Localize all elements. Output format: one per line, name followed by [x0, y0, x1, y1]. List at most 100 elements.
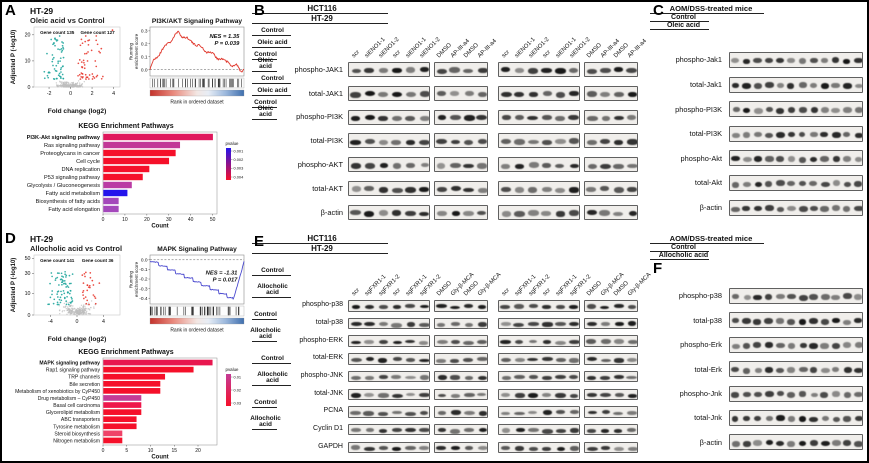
svg-text:Gene count 36: Gene count 36: [82, 258, 114, 263]
svg-text:0: 0: [76, 319, 79, 325]
protein-band: [364, 114, 376, 121]
protein-band: [843, 366, 852, 373]
svg-text:-0.1: -0.1: [139, 267, 148, 273]
svg-text:Nitrogen metabolism: Nitrogen metabolism: [53, 438, 100, 444]
svg-text:DNA replication: DNA replication: [61, 167, 100, 173]
blot-strip: [348, 133, 430, 149]
blot-strip: [498, 85, 580, 101]
protein-band: [556, 358, 566, 363]
blot-strip: [584, 85, 638, 101]
protein-band: [854, 293, 862, 300]
protein-band: [627, 393, 637, 398]
protein-band: [731, 416, 739, 422]
protein-band: [391, 115, 403, 121]
protein-band: [392, 340, 402, 345]
svg-text:Fold change (log2): Fold change (log2): [48, 108, 107, 115]
protein-band: [379, 162, 389, 168]
protein-band: [787, 83, 795, 90]
svg-text:pvalue: pvalue: [226, 367, 239, 372]
protein-band: [786, 206, 796, 212]
protein-band: [464, 376, 474, 381]
protein-band: [832, 416, 840, 423]
protein-band: [392, 357, 403, 362]
svg-text:Cell cycle: Cell cycle: [76, 159, 100, 165]
protein-band: [776, 180, 785, 187]
blot-strip: [729, 336, 863, 353]
protein-band: [514, 445, 524, 451]
blot-row-label: total-Jak1: [689, 79, 722, 89]
protein-band: [500, 322, 511, 326]
protein-band: [614, 304, 624, 309]
blot-strip: [348, 406, 430, 418]
protein-band: [753, 131, 762, 138]
protein-band: [627, 187, 637, 192]
svg-text:enrichment score: enrichment score: [134, 33, 139, 69]
protein-band: [627, 114, 637, 121]
mice-header: AOM/DSS-treated mice: [669, 4, 753, 13]
mice-header-underline: [650, 243, 764, 244]
treatment-underline: [252, 407, 277, 408]
protein-band: [776, 368, 784, 374]
protein-band: [377, 91, 388, 97]
protein-band: [743, 294, 751, 301]
protein-band: [500, 67, 510, 73]
volcano-plot-allocholic: -4 0 4 0 10 30 50 Fold change (log2) Adjusted P …: [8, 252, 124, 344]
protein-band: [437, 68, 447, 74]
protein-band: [587, 91, 598, 98]
protein-band: [586, 392, 598, 397]
svg-text:Rank in ordered dataset: Rank in ordered dataset: [170, 100, 224, 106]
protein-band: [614, 139, 623, 145]
protein-band: [378, 358, 388, 363]
protein-band: [586, 428, 596, 433]
protein-band: [391, 140, 402, 146]
protein-band: [787, 106, 796, 113]
svg-text:Proteoglycans in cancer: Proteoglycans in cancer: [40, 151, 100, 157]
protein-band: [464, 322, 474, 328]
protein-band: [477, 138, 487, 144]
protein-band: [809, 205, 819, 211]
svg-text:0: 0: [102, 217, 105, 223]
protein-band: [613, 411, 624, 416]
protein-band: [786, 318, 795, 325]
protein-band: [351, 305, 360, 310]
protein-band: [832, 156, 840, 163]
protein-band: [391, 210, 401, 216]
kegg-bar: [103, 366, 194, 373]
svg-text:50: 50: [25, 256, 31, 262]
protein-band: [742, 83, 752, 89]
blot-row-label: total-Erk: [694, 364, 722, 374]
blot-strip: [729, 361, 863, 378]
protein-band: [527, 115, 539, 121]
svg-text:Gene count 135: Gene count 135: [40, 30, 75, 35]
protein-band: [809, 156, 818, 162]
blot-strip: [348, 441, 430, 454]
svg-text:MAPK signaling pathway: MAPK signaling pathway: [39, 361, 100, 367]
kegg-bar: [103, 409, 142, 415]
svg-text:Fatty acid elongation: Fatty acid elongation: [48, 207, 100, 213]
protein-band: [420, 375, 429, 380]
blot-strip: [498, 133, 580, 149]
protein-band: [541, 357, 553, 362]
protein-band: [465, 90, 474, 97]
blot-strip: [729, 76, 863, 93]
protein-band: [364, 446, 376, 451]
protein-band: [463, 428, 475, 432]
volcano-svg-D: -4 0 4 0 10 30 50 Fold change (log2) Adjusted P …: [11, 254, 121, 343]
group-header: Oleic acid: [666, 22, 701, 29]
protein-band: [419, 428, 429, 433]
protein-band: [541, 393, 552, 398]
kegg-bar: [103, 437, 123, 444]
protein-band: [478, 187, 487, 193]
blot-strip: [498, 370, 580, 383]
protein-band: [350, 393, 362, 398]
cell-line-underline: [252, 13, 388, 14]
protein-band: [514, 339, 524, 345]
blot-strip: [498, 423, 580, 436]
blot-row-label: total-PI3K: [310, 136, 343, 146]
protein-band: [613, 67, 623, 73]
protein-band: [405, 304, 415, 309]
protein-band: [831, 57, 840, 64]
protein-band: [627, 357, 637, 363]
blot-strip: [434, 317, 488, 330]
protein-band: [515, 114, 525, 121]
